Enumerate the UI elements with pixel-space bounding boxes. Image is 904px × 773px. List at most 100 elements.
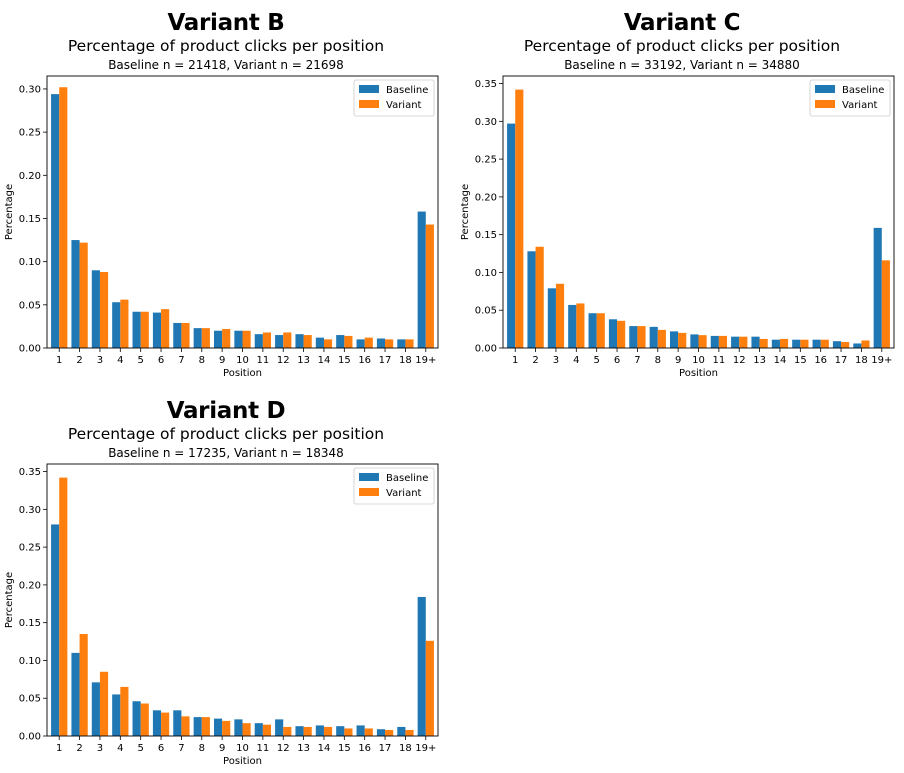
x-axis-label: Position bbox=[679, 368, 718, 379]
x-tick-label: 6 bbox=[158, 355, 164, 366]
baseline-bar bbox=[112, 302, 121, 348]
baseline-bar bbox=[547, 288, 556, 348]
x-tick-label: 7 bbox=[634, 355, 640, 366]
variant-bar bbox=[841, 341, 850, 348]
variant-bar bbox=[242, 723, 251, 736]
variant-bar bbox=[535, 246, 544, 348]
y-tick-label: 0.10 bbox=[19, 656, 41, 667]
baseline-bar bbox=[71, 652, 80, 736]
baseline-bar bbox=[731, 336, 740, 348]
variant-bar bbox=[262, 332, 272, 348]
x-tick-label: 13 bbox=[753, 355, 766, 366]
x-tick-label: 10 bbox=[236, 743, 249, 754]
y-tick-label: 0.10 bbox=[475, 268, 497, 279]
y-tick-label: 0.20 bbox=[19, 580, 41, 591]
baseline-bar bbox=[193, 328, 202, 348]
y-axis-label: Percentage bbox=[4, 184, 15, 240]
variant-bar bbox=[181, 716, 190, 736]
x-tick-label: 18 bbox=[855, 355, 868, 366]
baseline-bar bbox=[336, 726, 345, 736]
x-tick-label: 4 bbox=[573, 355, 579, 366]
baseline-bar bbox=[336, 335, 345, 348]
chart-title: Percentage of product clicks per positio… bbox=[523, 37, 841, 55]
y-tick-label: 0.30 bbox=[19, 505, 41, 516]
x-tick-label: 7 bbox=[178, 743, 184, 754]
x-tick-label: 19+ bbox=[415, 743, 436, 754]
legend-label: Baseline bbox=[842, 85, 884, 96]
variant-bar bbox=[79, 634, 88, 736]
chart-title: Percentage of product clicks per positio… bbox=[67, 425, 385, 443]
variant-bar bbox=[303, 335, 312, 348]
x-tick-label: 1 bbox=[56, 743, 62, 754]
baseline-bar bbox=[295, 334, 304, 348]
y-tick-label: 0.05 bbox=[19, 694, 41, 705]
legend: Baseline Variant bbox=[353, 467, 435, 505]
chart-panel-variant-b: Variant B Percentage of product clicks p… bbox=[0, 0, 452, 385]
variant-bar bbox=[323, 726, 333, 736]
legend-swatch bbox=[815, 85, 835, 93]
x-tick-label: 19+ bbox=[871, 355, 892, 366]
baseline-bar bbox=[51, 94, 60, 348]
x-tick-label: 3 bbox=[97, 355, 103, 366]
y-tick-label: 0.15 bbox=[475, 230, 497, 241]
baseline-bar bbox=[417, 596, 426, 736]
baseline-bar bbox=[690, 334, 699, 348]
variant-bar bbox=[555, 283, 565, 348]
x-axis-label: Position bbox=[223, 368, 262, 379]
y-tick-label: 0.25 bbox=[475, 155, 497, 166]
chart-subtitle: Baseline n = 21418, Variant n = 21698 bbox=[108, 58, 344, 72]
x-tick-label: 2 bbox=[532, 355, 538, 366]
x-tick-label: 18 bbox=[399, 743, 412, 754]
x-tick-label: 14 bbox=[774, 355, 787, 366]
baseline-bar bbox=[254, 334, 263, 348]
variant-bar bbox=[678, 332, 687, 348]
variant-bar bbox=[99, 671, 109, 736]
variant-bar bbox=[405, 339, 414, 348]
variant-title: Variant D bbox=[166, 398, 286, 424]
variant-bar bbox=[201, 328, 210, 348]
x-tick-label: 3 bbox=[553, 355, 559, 366]
variant-bar bbox=[140, 311, 149, 348]
baseline-bar bbox=[832, 341, 842, 348]
legend-label: Variant bbox=[386, 100, 422, 111]
baseline-bar bbox=[152, 312, 162, 348]
bar-chart: 1 2 3 4 5 6 7 8 9 10 11 12 13 14 15 16 17 18 19+0.000.050.… bbox=[460, 75, 895, 379]
baseline-bar bbox=[91, 270, 100, 348]
y-tick-label: 0.05 bbox=[475, 306, 497, 317]
x-tick-label: 8 bbox=[655, 355, 661, 366]
variant-bar bbox=[201, 717, 210, 736]
variant-bar bbox=[222, 720, 231, 736]
legend-swatch bbox=[815, 100, 835, 108]
baseline-bar bbox=[751, 336, 760, 348]
variant-bar bbox=[881, 260, 890, 348]
chart-title: Percentage of product clicks per positio… bbox=[67, 37, 385, 55]
variant-bar bbox=[617, 320, 626, 348]
variant-bar bbox=[576, 303, 585, 348]
x-axis-label: Position bbox=[223, 756, 262, 767]
x-tick-label: 17 bbox=[835, 355, 848, 366]
baseline-bar bbox=[234, 719, 243, 736]
y-tick-label: 0.15 bbox=[19, 618, 41, 629]
y-axis-label: Percentage bbox=[460, 184, 471, 240]
legend: Baseline Variant bbox=[809, 79, 891, 117]
x-tick-label: 13 bbox=[297, 743, 310, 754]
variant-bar bbox=[303, 726, 312, 736]
chart-subtitle: Baseline n = 17235, Variant n = 18348 bbox=[108, 446, 344, 460]
x-tick-label: 4 bbox=[117, 355, 123, 366]
legend-label: Baseline bbox=[386, 85, 428, 96]
y-tick-label: 0.00 bbox=[19, 732, 41, 743]
variant-bar bbox=[364, 337, 373, 348]
variant-bar bbox=[718, 335, 728, 348]
y-tick-label: 0.05 bbox=[19, 300, 41, 311]
variant-bar bbox=[79, 242, 88, 348]
variant-bar bbox=[59, 477, 68, 736]
variant-bar bbox=[657, 329, 666, 348]
baseline-bar bbox=[152, 710, 162, 736]
variant-bar bbox=[161, 309, 170, 348]
y-axis-label: Percentage bbox=[4, 572, 15, 628]
bar-chart: 1 2 3 4 5 6 7 8 9 10 11 12 13 14 15 16 17 18 19+0.000.050.… bbox=[4, 463, 439, 767]
baseline-bar bbox=[812, 339, 821, 348]
x-tick-label: 8 bbox=[199, 355, 205, 366]
variant-bar bbox=[364, 728, 373, 736]
x-tick-label: 11 bbox=[256, 355, 269, 366]
